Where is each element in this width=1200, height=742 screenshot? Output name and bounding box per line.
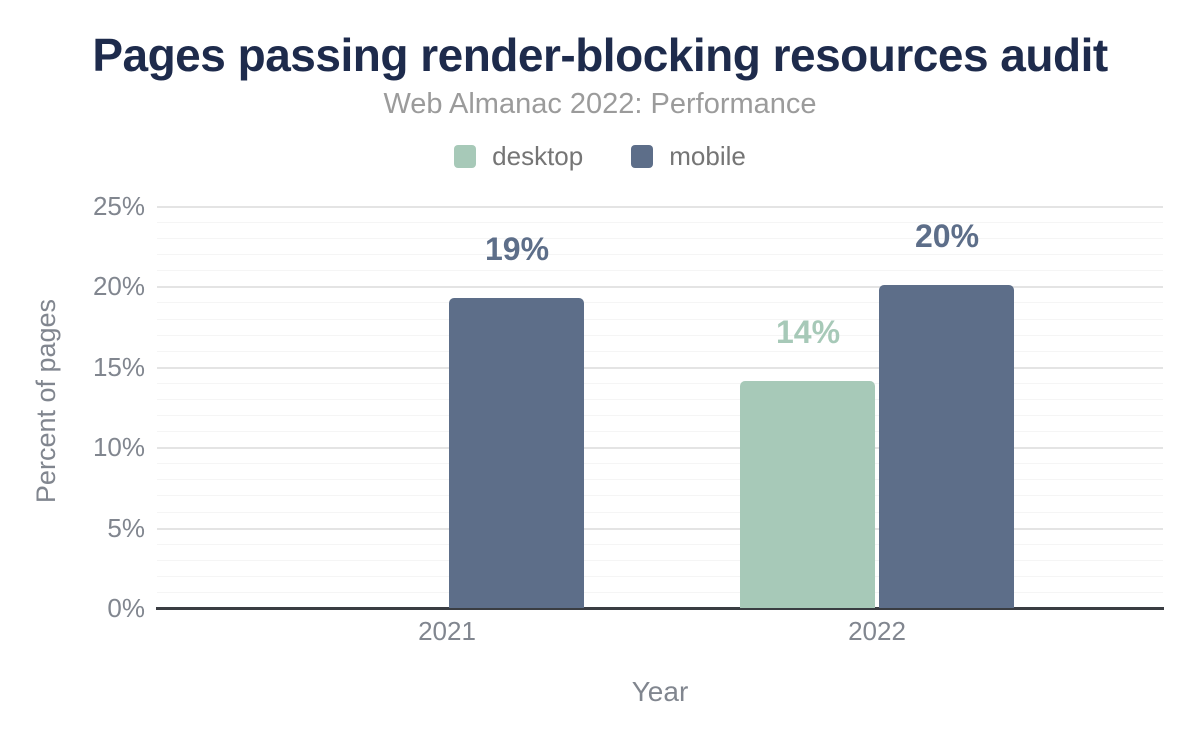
major-gridline <box>157 367 1163 369</box>
legend-item-desktop[interactable]: desktop <box>454 141 583 172</box>
legend-label-desktop: desktop <box>492 141 584 171</box>
x-axis-line <box>156 607 1164 610</box>
minor-gridline <box>157 302 1163 303</box>
desktop-swatch-icon <box>454 145 477 168</box>
minor-gridline <box>157 383 1163 384</box>
minor-gridline <box>157 463 1163 464</box>
minor-gridline <box>157 431 1163 432</box>
minor-gridline <box>157 479 1163 480</box>
x-tick-label: 2022 <box>848 616 906 646</box>
legend: desktop mobile <box>0 141 1200 172</box>
minor-gridline <box>157 270 1163 271</box>
legend-item-mobile[interactable]: mobile <box>631 141 746 172</box>
x-tick-label: 2021 <box>418 616 476 646</box>
x-axis-title: Year <box>631 676 689 707</box>
major-gridline <box>157 447 1163 449</box>
y-tick-label: 15% <box>92 352 145 382</box>
y-tick-label: 20% <box>92 271 145 301</box>
bar-desktop-2022[interactable] <box>740 381 875 608</box>
minor-gridline <box>157 495 1163 496</box>
y-tick-label: 10% <box>92 432 145 462</box>
minor-gridline <box>157 222 1163 223</box>
minor-gridline <box>157 592 1163 593</box>
y-tick-label: 25% <box>92 191 145 221</box>
bar-label-desktop-2022: 14% <box>775 314 841 350</box>
major-gridline <box>157 528 1163 530</box>
minor-gridline <box>157 319 1163 320</box>
minor-gridline <box>157 254 1163 255</box>
minor-gridline <box>157 560 1163 561</box>
minor-gridline <box>157 238 1163 239</box>
minor-gridline <box>157 399 1163 400</box>
bar-label-mobile-2021: 19% <box>484 231 550 267</box>
y-tick-label: 5% <box>107 513 145 543</box>
y-tick-label: 0% <box>107 593 145 623</box>
chart-title: Pages passing render-blocking resources … <box>92 29 1108 81</box>
bar-mobile-2021[interactable] <box>449 298 584 608</box>
minor-gridline <box>157 335 1163 336</box>
bar-label-mobile-2022: 20% <box>914 218 980 254</box>
minor-gridline <box>157 576 1163 577</box>
chart-subtitle: Web Almanac 2022: Performance <box>383 88 817 120</box>
minor-gridline <box>157 351 1163 352</box>
minor-gridline <box>157 512 1163 513</box>
legend-label-mobile: mobile <box>669 141 746 171</box>
minor-gridline <box>157 415 1163 416</box>
major-gridline <box>157 286 1163 288</box>
mobile-swatch-icon <box>631 145 654 168</box>
major-gridline <box>157 206 1163 208</box>
bar-mobile-2022[interactable] <box>879 285 1014 608</box>
minor-gridline <box>157 544 1163 545</box>
